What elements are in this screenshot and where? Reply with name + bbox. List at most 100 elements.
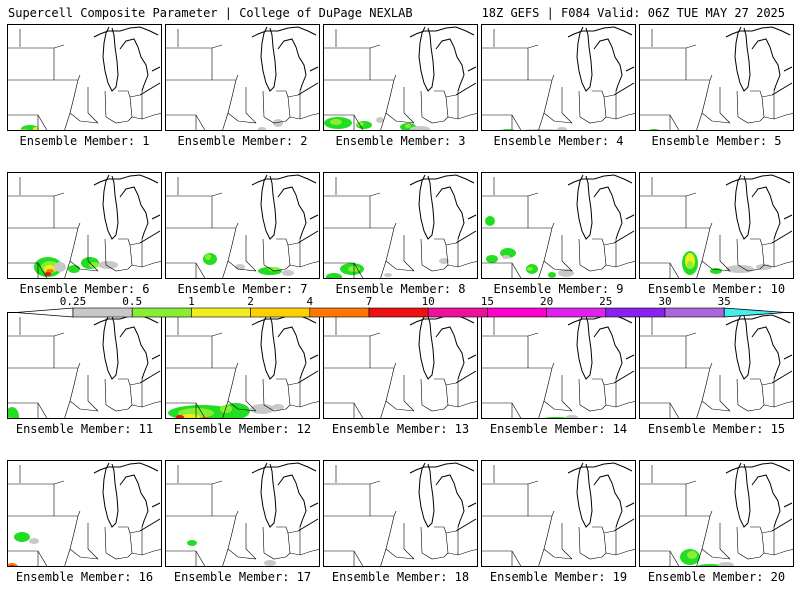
coastline xyxy=(593,474,623,528)
state-boundary xyxy=(69,112,99,124)
state-boundary xyxy=(166,510,239,517)
coastline xyxy=(455,370,477,384)
scp-shading-gray xyxy=(272,404,284,410)
state-boundary xyxy=(324,510,397,517)
coastline xyxy=(455,518,477,532)
coastline xyxy=(102,462,119,528)
scp-shading-green xyxy=(68,265,80,273)
member-map-14 xyxy=(482,314,635,418)
scp-shading-gray xyxy=(522,129,562,130)
state-boundary xyxy=(324,74,397,81)
member-label: Ensemble Member: 6 xyxy=(19,282,150,296)
state-boundary xyxy=(287,94,299,98)
state-boundary xyxy=(601,96,607,122)
coastline xyxy=(725,462,791,474)
state-boundary xyxy=(166,44,223,49)
colorbar-tick-label: 10 xyxy=(422,295,435,308)
state-boundary xyxy=(737,404,761,412)
scp-shading-orange xyxy=(200,417,212,418)
coastline xyxy=(251,314,317,326)
state-boundary xyxy=(8,222,81,229)
ensemble-member-panel-13 xyxy=(323,312,478,419)
scp-shading-gray xyxy=(273,119,283,127)
coastline xyxy=(576,26,593,92)
coastline xyxy=(151,214,161,220)
ensemble-member-panel-17 xyxy=(165,460,320,567)
coastline xyxy=(251,462,317,474)
state-boundary xyxy=(285,532,291,558)
state-boundary xyxy=(104,90,107,118)
state-boundary xyxy=(104,526,107,554)
state-boundary xyxy=(166,114,206,130)
scp-shading-lightgreen xyxy=(405,124,411,128)
state-boundary xyxy=(640,114,680,130)
coastline xyxy=(725,174,791,186)
state-boundary xyxy=(385,112,415,124)
state-boundary xyxy=(227,515,237,550)
ensemble-member-panel-3 xyxy=(323,24,478,131)
coastline xyxy=(277,186,307,240)
state-boundary xyxy=(640,402,680,418)
member-map-1 xyxy=(8,26,161,130)
coastline xyxy=(260,174,277,240)
state-boundary xyxy=(719,260,731,272)
coastline xyxy=(751,186,781,240)
coastline xyxy=(593,38,623,92)
state-boundary xyxy=(262,238,265,266)
state-boundary xyxy=(87,112,99,124)
coastline xyxy=(751,38,781,92)
state-boundary xyxy=(482,402,522,418)
member-label: Ensemble Member: 7 xyxy=(177,282,308,296)
coastline xyxy=(613,370,635,384)
state-boundary xyxy=(118,526,131,534)
member-map-11 xyxy=(8,314,161,418)
member-map-13 xyxy=(324,314,477,418)
state-boundary xyxy=(482,480,539,485)
state-boundary xyxy=(640,362,713,369)
state-boundary xyxy=(105,404,129,412)
coastline xyxy=(260,462,277,528)
state-boundary xyxy=(445,94,457,98)
scp-shading-gray xyxy=(282,270,294,276)
member-map-15 xyxy=(640,314,793,418)
state-boundary xyxy=(737,552,761,560)
state-boundary xyxy=(245,260,257,272)
state-boundary xyxy=(434,526,447,534)
state-boundary xyxy=(420,526,423,554)
scp-shading-green xyxy=(696,564,724,566)
member-label: Ensemble Member: 18 xyxy=(331,570,470,584)
state-boundary xyxy=(166,480,223,485)
state-boundary xyxy=(118,90,131,98)
state-boundary xyxy=(245,400,257,412)
state-boundary xyxy=(561,400,573,412)
state-boundary xyxy=(447,261,477,268)
ensemble-member-panel-12 xyxy=(165,312,320,419)
coastline xyxy=(625,66,635,72)
state-boundary xyxy=(543,400,573,412)
coastline xyxy=(309,502,319,508)
state-boundary xyxy=(118,238,131,246)
state-boundary xyxy=(222,260,229,278)
state-boundary xyxy=(447,113,477,120)
member-label: Ensemble Member: 13 xyxy=(331,422,470,436)
state-boundary xyxy=(543,515,553,550)
state-boundary xyxy=(578,378,581,406)
member-map-3 xyxy=(324,26,477,130)
coastline xyxy=(625,502,635,508)
state-boundary xyxy=(579,116,603,124)
state-boundary xyxy=(289,549,319,556)
colorbar-tick-label: 15 xyxy=(481,295,494,308)
state-boundary xyxy=(285,244,291,270)
state-boundary xyxy=(736,378,739,406)
state-boundary xyxy=(276,238,289,246)
scp-shading-gray xyxy=(726,265,754,273)
coastline xyxy=(418,174,435,240)
member-map-17 xyxy=(166,462,319,566)
ensemble-member-panel-20 xyxy=(639,460,794,567)
state-boundary xyxy=(640,332,697,337)
colorbar-segment xyxy=(250,307,311,318)
state-boundary xyxy=(445,382,457,386)
state-boundary xyxy=(447,401,477,408)
state-boundary xyxy=(385,367,395,402)
coastline xyxy=(297,82,319,96)
